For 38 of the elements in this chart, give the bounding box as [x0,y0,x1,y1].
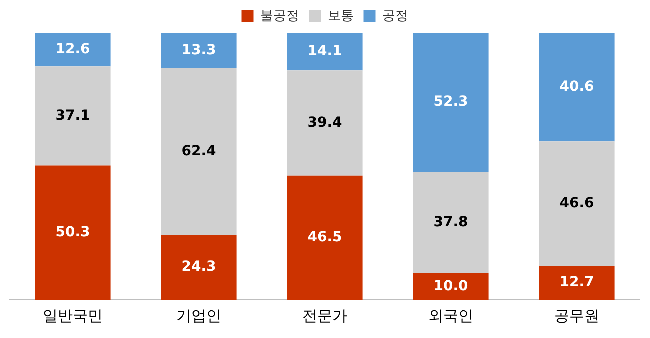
bar [287,70,363,176]
data-label: 46.5 [308,230,342,246]
data-label: 46.6 [560,196,594,212]
data-label: 40.6 [560,79,594,96]
data-label: 12.7 [560,274,594,291]
data-label: 39.4 [308,114,343,131]
data-label: 52.3 [434,94,468,110]
data-label: 24.3 [182,259,216,276]
x-tick-label: 기업인 [176,306,222,325]
x-tick-label: 외국인 [428,306,474,325]
bar [287,33,363,71]
bar [287,176,363,300]
legend-label: 보통 [328,8,354,24]
bar [161,235,237,300]
bar [35,33,111,67]
x-tick-label: 일반국민 [43,306,103,325]
data-label: 14.1 [308,43,342,60]
bar [35,166,111,300]
bar [413,33,489,172]
bar [161,68,237,236]
data-label: 12.6 [56,41,90,58]
x-tick-label: 공무원 [554,306,600,325]
bar [413,273,489,300]
bar [539,266,615,300]
data-label: 50.3 [56,224,90,240]
data-label: 10.0 [434,278,469,294]
data-label: 13.3 [182,42,216,58]
x-tick-label: 전문가 [302,306,348,325]
bar [539,33,615,142]
bar [539,142,615,266]
legend-label: 공정 [382,8,408,24]
data-label: 37.8 [434,214,468,230]
legend-label: 불공정 [260,8,300,24]
bar [35,66,111,166]
data-label: 62.4 [182,143,217,160]
bar [161,33,237,69]
bar [413,172,489,274]
data-label: 37.1 [56,108,90,124]
